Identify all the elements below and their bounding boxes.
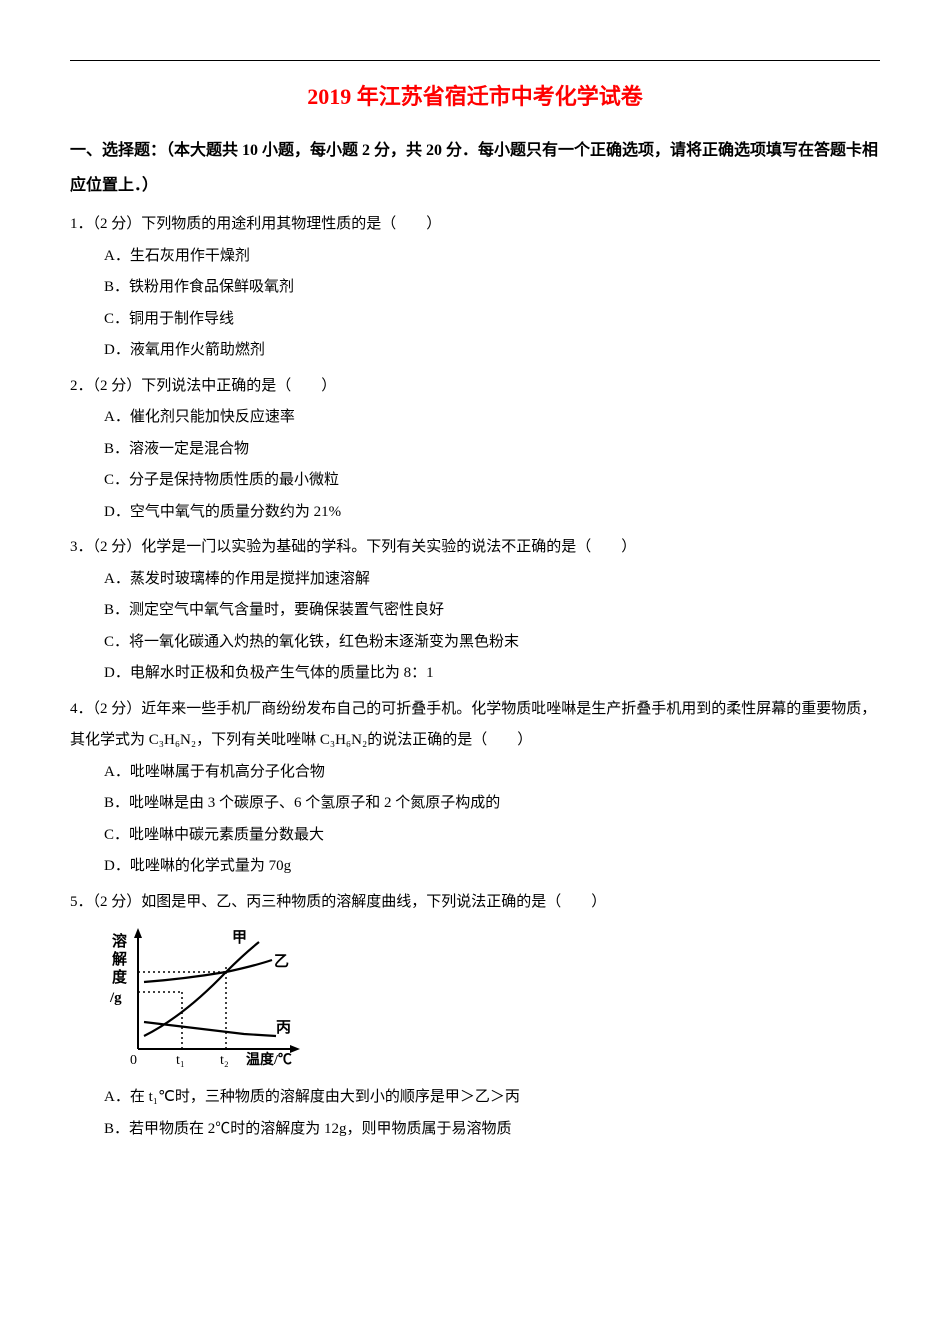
q2-option-c: C．分子是保持物质性质的最小微粒 xyxy=(70,465,880,497)
q3-option-c: C．将一氧化碳通入灼热的氧化铁，红色粉末逐渐变为黑色粉末 xyxy=(70,627,880,659)
q3-option-a: A．蒸发时玻璃棒的作用是搅拌加速溶解 xyxy=(70,564,880,596)
q-points: （2 分） xyxy=(93,378,142,394)
ylabel-3: 度 xyxy=(112,968,128,986)
q-num: 4． xyxy=(70,701,93,717)
q4-option-b: B．吡唑啉是由 3 个碳原子、6 个氢原子和 2 个氮原子构成的 xyxy=(70,788,880,820)
solubility-svg: 溶 解 度 /g 0 t₁ t₂ 温度/℃ xyxy=(104,924,314,1074)
q-points: （2 分） xyxy=(93,539,142,555)
q-num: 3． xyxy=(70,539,93,555)
question-4-stem: 4．（2 分）近年来一些手机厂商纷纷发布自己的可折叠手机。化学物质吡唑啉是生产折… xyxy=(70,694,880,757)
xtick-t1: t₁ xyxy=(176,1053,185,1068)
solubility-chart: 溶 解 度 /g 0 t₁ t₂ 温度/℃ xyxy=(70,924,880,1074)
q1-option-c: C．铜用于制作导线 xyxy=(70,304,880,336)
label-jia: 甲 xyxy=(232,929,247,946)
top-divider xyxy=(70,60,880,61)
q2-option-a: A．催化剂只能加快反应速率 xyxy=(70,402,880,434)
curve-jia xyxy=(144,942,259,1036)
q5-option-b: B．若甲物质在 2℃时的溶解度为 12g，则甲物质属于易溶物质 xyxy=(70,1114,880,1146)
q4-option-c: C．吡唑啉中碳元素质量分数最大 xyxy=(70,820,880,852)
q-num: 2． xyxy=(70,378,93,394)
q-num: 1． xyxy=(70,216,93,232)
xlabel: 温度/℃ xyxy=(246,1051,292,1068)
q-text: 化学是一门以实验为基础的学科。下列有关实验的说法不正确的是（ ） xyxy=(141,539,636,555)
question-2-stem: 2．（2 分）下列说法中正确的是（ ） xyxy=(70,371,880,403)
ylabel-4: /g xyxy=(109,990,122,1006)
q4-option-a: A．吡唑啉属于有机高分子化合物 xyxy=(70,757,880,789)
origin-label: 0 xyxy=(130,1053,137,1068)
curve-yi xyxy=(144,960,272,982)
section-1-header: 一、选择题：（本大题共 10 小题，每小题 2 分，共 20 分．每小题只有一个… xyxy=(70,133,880,203)
curve-bing xyxy=(144,1022,276,1036)
label-yi: 乙 xyxy=(274,954,289,970)
question-3: 3．（2 分）化学是一门以实验为基础的学科。下列有关实验的说法不正确的是（ ） … xyxy=(70,532,880,690)
q-points: （2 分） xyxy=(93,894,142,910)
q-num: 5． xyxy=(70,894,93,910)
q3-option-d: D．电解水时正极和负极产生气体的质量比为 8：1 xyxy=(70,658,880,690)
q-text: 下列物质的用途利用其物理性质的是（ ） xyxy=(141,216,441,232)
q1-option-b: B．铁粉用作食品保鲜吸氧剂 xyxy=(70,272,880,304)
exam-title: 2019 年江苏省宿迁市中考化学试卷 xyxy=(70,79,880,111)
q4-option-d: D．吡唑啉的化学式量为 70g xyxy=(70,851,880,883)
ylabel-2: 解 xyxy=(112,950,127,968)
y-axis-arrow xyxy=(134,928,142,938)
q-text: 如图是甲、乙、丙三种物质的溶解度曲线，下列说法正确的是（ ） xyxy=(141,894,606,910)
q3-option-b: B．测定空气中氧气含量时，要确保装置气密性良好 xyxy=(70,595,880,627)
q5-option-a: A．在 t₁℃时，三种物质的溶解度由大到小的顺序是甲＞乙＞丙 xyxy=(70,1082,880,1114)
question-4: 4．（2 分）近年来一些手机厂商纷纷发布自己的可折叠手机。化学物质吡唑啉是生产折… xyxy=(70,694,880,883)
label-bing: 丙 xyxy=(276,1019,291,1036)
question-2: 2．（2 分）下列说法中正确的是（ ） A．催化剂只能加快反应速率 B．溶液一定… xyxy=(70,371,880,529)
q1-option-d: D．液氧用作火箭助燃剂 xyxy=(70,335,880,367)
q-text: 近年来一些手机厂商纷纷发布自己的可折叠手机。化学物质吡唑啉是生产折叠手机用到的柔… xyxy=(70,701,876,749)
ylabel-1: 溶 xyxy=(112,932,127,950)
x-axis-arrow xyxy=(290,1045,300,1053)
question-1: 1．（2 分）下列物质的用途利用其物理性质的是（ ） A．生石灰用作干燥剂 B．… xyxy=(70,209,880,367)
q1-option-a: A．生石灰用作干燥剂 xyxy=(70,241,880,273)
question-5-stem: 5．（2 分）如图是甲、乙、丙三种物质的溶解度曲线，下列说法正确的是（ ） xyxy=(70,887,880,919)
question-5: 5．（2 分）如图是甲、乙、丙三种物质的溶解度曲线，下列说法正确的是（ ） 溶 … xyxy=(70,887,880,1146)
xtick-t2: t₂ xyxy=(220,1053,229,1068)
q2-option-b: B．溶液一定是混合物 xyxy=(70,434,880,466)
question-3-stem: 3．（2 分）化学是一门以实验为基础的学科。下列有关实验的说法不正确的是（ ） xyxy=(70,532,880,564)
q-points: （2 分） xyxy=(93,216,142,232)
exam-page: 2019 年江苏省宿迁市中考化学试卷 一、选择题：（本大题共 10 小题，每小题… xyxy=(0,0,950,1189)
q-text: 下列说法中正确的是（ ） xyxy=(141,378,336,394)
q2-option-d: D．空气中氧气的质量分数约为 21% xyxy=(70,497,880,529)
q-points: （2 分） xyxy=(93,701,142,717)
question-1-stem: 1．（2 分）下列物质的用途利用其物理性质的是（ ） xyxy=(70,209,880,241)
